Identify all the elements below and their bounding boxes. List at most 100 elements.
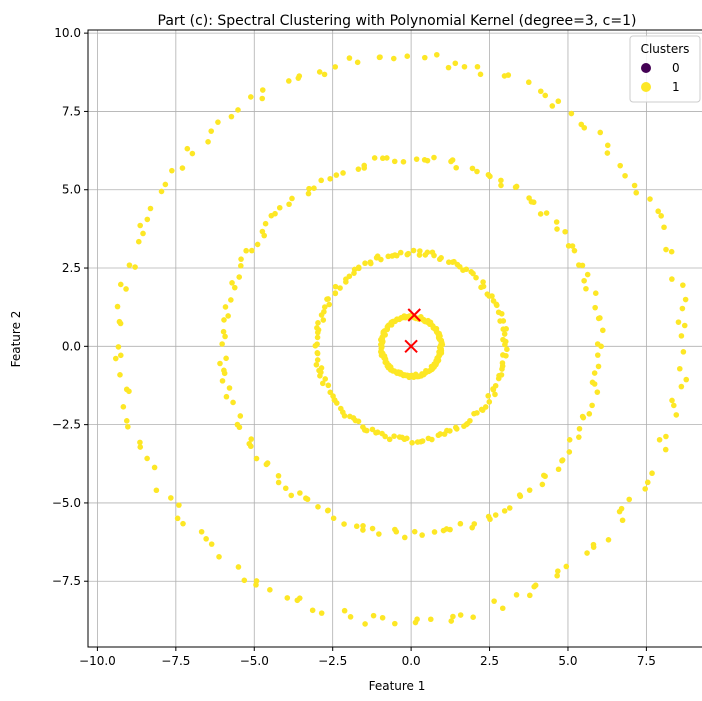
data-point: [376, 531, 382, 537]
data-point: [162, 181, 169, 188]
data-point: [253, 582, 259, 588]
data-point: [135, 238, 142, 245]
data-point: [604, 142, 611, 149]
data-point: [284, 595, 291, 601]
data-point: [597, 129, 604, 136]
data-point: [589, 402, 595, 409]
data-point: [594, 389, 601, 395]
y-axis-title: Feature 2: [9, 311, 23, 368]
data-point: [360, 527, 366, 533]
data-point: [385, 253, 392, 260]
data-point: [333, 172, 340, 178]
data-point: [429, 436, 435, 443]
data-point: [526, 195, 532, 201]
data-point: [391, 158, 398, 165]
data-point: [286, 201, 292, 208]
data-point: [539, 481, 546, 488]
data-point: [605, 537, 612, 543]
data-point: [568, 110, 575, 117]
data-point: [248, 94, 254, 100]
data-point: [437, 431, 444, 437]
data-point: [360, 523, 366, 529]
data-point: [180, 520, 186, 527]
data-point: [355, 166, 362, 172]
data-point: [498, 372, 505, 378]
data-point: [254, 241, 261, 248]
data-point: [500, 336, 506, 343]
data-point: [429, 249, 436, 256]
data-point: [369, 426, 376, 433]
data-point: [315, 329, 321, 336]
data-point: [318, 610, 325, 616]
data-point: [341, 413, 348, 419]
legend-label: 0: [672, 61, 680, 75]
data-point: [682, 296, 689, 303]
data-point: [215, 119, 221, 125]
data-point: [543, 210, 550, 216]
data-point: [317, 373, 323, 379]
data-point: [147, 205, 154, 212]
data-point: [413, 156, 420, 162]
data-point: [419, 438, 426, 444]
data-point: [663, 433, 669, 440]
data-point: [445, 64, 452, 71]
data-point: [226, 385, 233, 391]
data-point: [681, 322, 688, 329]
data-point: [238, 256, 244, 262]
y-tick-label: −7.5: [52, 574, 81, 588]
data-point: [590, 544, 597, 550]
data-point: [486, 399, 493, 405]
data-point: [554, 572, 560, 579]
data-point: [576, 262, 582, 268]
data-point: [144, 216, 151, 223]
data-point: [243, 247, 249, 254]
data-point: [235, 564, 242, 570]
data-point: [584, 550, 590, 556]
data-point: [649, 470, 655, 477]
data-point: [457, 520, 464, 527]
data-point: [347, 614, 354, 620]
data-point: [626, 496, 633, 503]
data-point: [123, 418, 130, 424]
data-point: [505, 72, 512, 78]
data-point: [126, 262, 133, 268]
data-point: [355, 418, 362, 425]
data-point: [314, 334, 321, 341]
data-point: [262, 220, 269, 227]
x-tick-label: 5.0: [558, 654, 577, 668]
data-point: [333, 400, 340, 406]
data-point: [642, 486, 648, 492]
data-point: [304, 496, 311, 503]
data-point: [485, 393, 491, 399]
y-axis-ticks: −7.5 −5.0 −2.5 0.0 2.5 5.0 7.5 10.0: [52, 26, 88, 588]
legend-label: 1: [672, 80, 680, 94]
data-point: [566, 449, 573, 455]
data-point: [422, 252, 429, 258]
data-point: [477, 71, 484, 78]
data-point: [644, 479, 651, 486]
centroid-marker: [407, 308, 421, 322]
y-tick-label: −5.0: [52, 496, 81, 510]
x-tick-label: 2.5: [480, 654, 499, 668]
data-point: [451, 258, 457, 265]
data-point: [419, 532, 425, 538]
data-point: [678, 333, 685, 339]
data-point: [421, 54, 428, 61]
data-point: [410, 247, 417, 254]
y-tick-label: −2.5: [52, 418, 81, 432]
data-point: [367, 260, 374, 267]
data-point: [137, 444, 144, 450]
data-point: [286, 78, 292, 84]
data-point: [498, 182, 504, 189]
data-point: [137, 439, 143, 446]
data-point: [306, 185, 312, 192]
centroid-marker: [404, 339, 418, 354]
data-point: [431, 154, 437, 161]
data-point: [468, 269, 475, 275]
data-point: [322, 376, 329, 382]
data-point: [461, 63, 468, 70]
data-point: [571, 247, 578, 254]
data-point: [376, 54, 383, 61]
data-point: [241, 577, 248, 584]
